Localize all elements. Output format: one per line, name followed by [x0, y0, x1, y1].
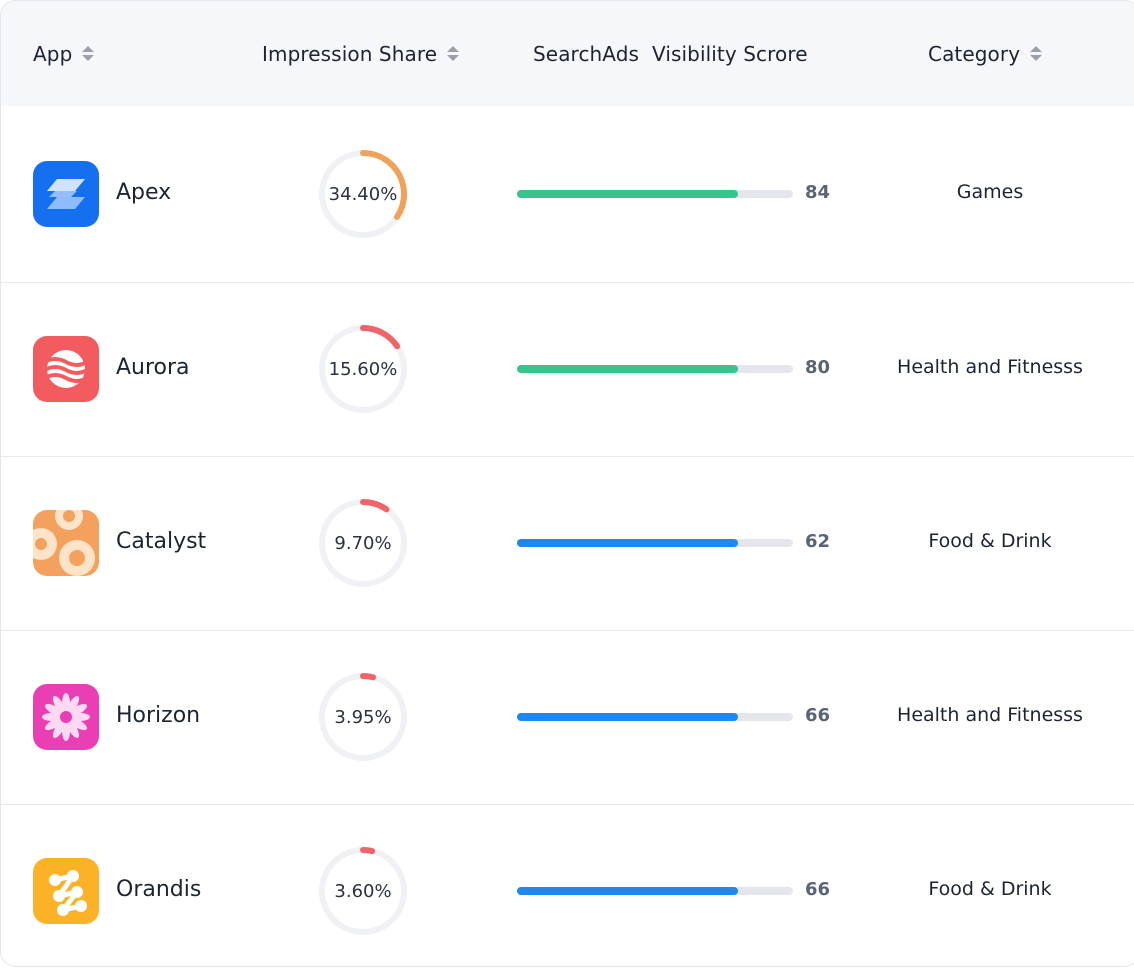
impression-share-donut: 3.95% [317, 671, 409, 763]
visibility-score-bar [517, 887, 793, 895]
visibility-score-bar [517, 539, 793, 547]
column-header-category[interactable]: Category [928, 1, 1043, 106]
column-header-app[interactable]: App [33, 1, 95, 106]
visibility-score-value: 80 [805, 357, 831, 378]
visibility-score-bar [517, 365, 793, 373]
column-header-visibility-score: SearchAds Visibility Scrore [533, 1, 808, 106]
visibility-score-fill [517, 713, 738, 721]
aurora-logo-icon [33, 336, 99, 402]
table-row-orandis[interactable]: Orandis 3.60% 66 Food & Drink [1, 804, 1134, 966]
table-row-horizon[interactable]: Horizon 3.95% 66 Health and Fitnesss [1, 630, 1134, 804]
visibility-score-fill [517, 539, 738, 547]
column-header-impression-share-label: Impression Share [262, 41, 438, 66]
impression-share-ring [319, 325, 407, 413]
catalyst-logo-icon [33, 510, 99, 576]
table-row-aurora[interactable]: Aurora 15.60% 80 Health and Fitnesss [1, 282, 1134, 456]
visibility-score-bar [517, 713, 793, 721]
visibility-score-fill [517, 887, 738, 895]
column-header-impression-share[interactable]: Impression Share [262, 1, 460, 106]
table-row-apex[interactable]: Apex 34.40% 84 Games [1, 108, 1134, 282]
visibility-score-value: 84 [805, 182, 831, 203]
visibility-score-fill [517, 190, 738, 198]
app-name: Aurora [116, 355, 190, 380]
impression-share-value: 15.60% [328, 358, 398, 380]
column-header-visibility-score-label: SearchAds Visibility Scrore [533, 41, 808, 66]
apex-logo-icon [33, 161, 99, 227]
impression-share-value: 3.95% [334, 706, 392, 728]
impression-share-ring [319, 847, 407, 935]
orandis-logo-icon [33, 858, 99, 924]
horizon-logo-icon [33, 684, 99, 750]
table-header: App Impression Share SearchAds Visibilit… [1, 1, 1134, 106]
visibility-score-value: 66 [805, 879, 831, 900]
category-value: Health and Fitnesss [897, 704, 1083, 726]
column-header-app-label: App [33, 41, 73, 66]
visibility-score-fill [517, 365, 738, 373]
visibility-score-value: 66 [805, 705, 831, 726]
app-name: Orandis [116, 877, 202, 902]
impression-share-value: 3.60% [334, 880, 392, 902]
sort-icon[interactable] [447, 46, 460, 61]
impression-share-donut: 3.60% [317, 845, 409, 937]
column-header-category-label: Category [928, 41, 1021, 66]
impression-share-ring [319, 673, 407, 761]
category-value: Health and Fitnesss [897, 356, 1083, 378]
impression-share-donut: 15.60% [317, 323, 409, 415]
sort-icon[interactable] [1030, 46, 1043, 61]
impression-share-ring [319, 499, 407, 587]
impression-share-value: 9.70% [334, 532, 392, 554]
app-name: Horizon [116, 703, 201, 728]
impression-share-donut: 9.70% [317, 497, 409, 589]
category-value: Food & Drink [928, 530, 1052, 552]
table-row-catalyst[interactable]: Catalyst 9.70% 62 Food & Drink [1, 456, 1134, 630]
impression-share-value: 34.40% [328, 183, 398, 205]
impression-share-donut: 34.40% [317, 148, 409, 240]
visibility-score-bar [517, 190, 793, 198]
app-name: Apex [116, 180, 172, 205]
app-name: Catalyst [116, 529, 207, 554]
impression-share-ring [319, 150, 407, 238]
visibility-score-value: 62 [805, 531, 831, 552]
sort-icon[interactable] [82, 46, 95, 61]
category-value: Games [956, 181, 1024, 203]
category-value: Food & Drink [928, 878, 1052, 900]
